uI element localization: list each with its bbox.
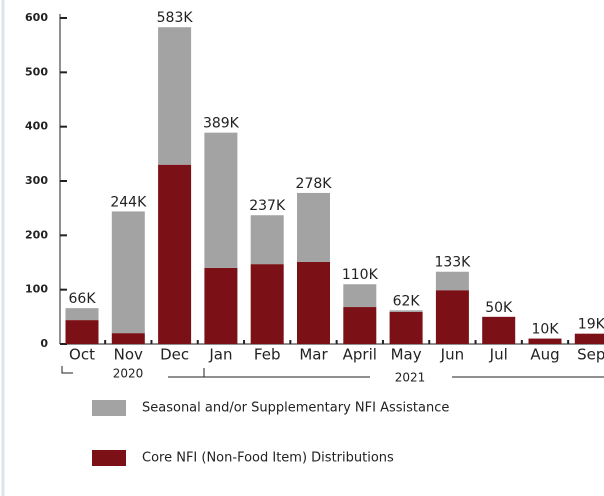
bar-segment: [528, 338, 562, 344]
x-tick-label: Jul: [489, 346, 508, 364]
bar-segment: [65, 308, 99, 321]
bar-segment: [250, 264, 284, 344]
bar-segment: [111, 333, 145, 344]
total-label: 110K: [342, 267, 379, 283]
x-tick-label: May: [391, 346, 422, 364]
total-label: 62K: [393, 293, 421, 309]
y-tick-label: 0: [40, 337, 48, 350]
x-tick-label: Dec: [160, 346, 189, 364]
bar-segment: [65, 320, 99, 344]
bar-segment: [435, 271, 469, 291]
bar-segment: [204, 132, 238, 268]
x-tick-label: Aug: [530, 346, 559, 364]
total-label: 66K: [69, 291, 97, 307]
y-tick-label: 600: [25, 11, 48, 24]
year-bracket: [168, 368, 604, 378]
bar-segment: [158, 164, 192, 344]
legend-swatch: [92, 400, 126, 416]
bar-segment: [297, 261, 330, 344]
x-tick-label: Nov: [114, 346, 143, 364]
x-tick-label: Jan: [208, 346, 232, 364]
y-tick-label: 300: [25, 174, 48, 187]
total-label: 133K: [434, 255, 471, 271]
bar-segment: [343, 284, 377, 308]
total-label: 583K: [157, 10, 194, 26]
total-label: 10K: [532, 322, 560, 338]
bar-segment: [389, 310, 423, 312]
x-tick-label: Mar: [299, 346, 328, 364]
total-label: 19K: [578, 317, 604, 333]
x-tick-label: Oct: [69, 346, 95, 364]
bar-segment: [158, 27, 192, 165]
x-tick-label: Jun: [440, 346, 464, 364]
y-tick-label: 400: [25, 120, 48, 133]
y-tick-label: 200: [25, 228, 48, 241]
legend-label: Seasonal and/or Supplementary NFI Assist…: [142, 401, 449, 416]
total-label: 244K: [110, 194, 147, 210]
bar-segment: [389, 311, 423, 344]
bar-segment: [482, 316, 516, 344]
total-label: 389K: [203, 116, 240, 132]
legend-label: Core NFI (Non-Food Item) Distributions: [142, 451, 394, 466]
total-label: 278K: [296, 176, 333, 192]
x-tick-label: April: [343, 346, 377, 364]
bar-segment: [111, 211, 145, 334]
x-tick-label: Feb: [254, 346, 281, 364]
bar-segment: [343, 307, 377, 344]
bar-segment: [297, 192, 330, 262]
y-tick-label: 500: [25, 65, 48, 78]
year-bracket: [61, 366, 73, 374]
bar-segment: [574, 333, 604, 344]
year-label: 2021: [395, 371, 426, 385]
bar-segment: [435, 290, 469, 344]
bar-segment: [204, 267, 238, 344]
legend-swatch: [92, 450, 126, 466]
total-label: 50K: [485, 300, 513, 316]
year-label: 2020: [113, 367, 144, 381]
total-label: 237K: [249, 198, 286, 214]
x-tick-label: Sep: [577, 346, 604, 364]
bar-segment: [250, 215, 284, 265]
y-tick-label: 100: [25, 283, 48, 296]
